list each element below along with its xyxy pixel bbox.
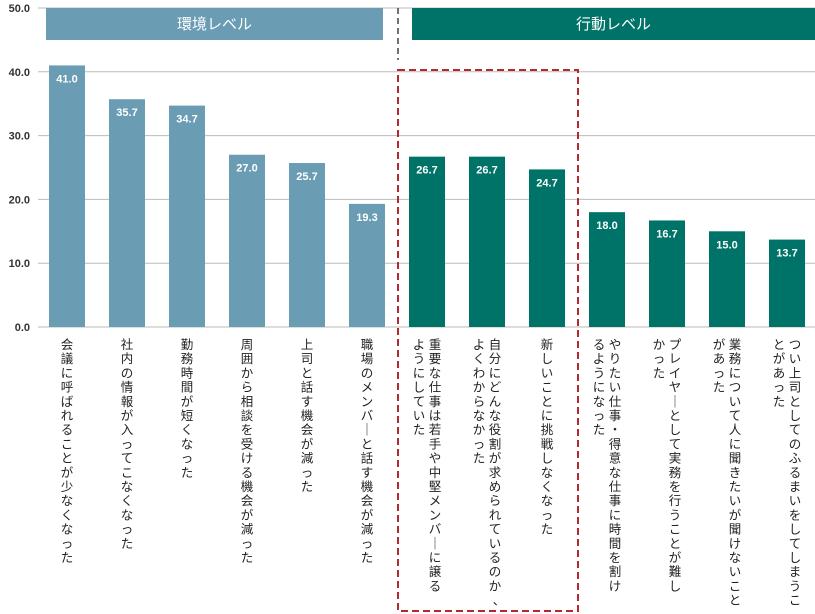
category-labels: 会議に呼ばれることが少なくなった 社内の情報が入ってこなくなった 勤務時間が短くなっ…	[61, 337, 802, 608]
value-label: 35.7	[116, 107, 137, 119]
overlays	[397, 8, 579, 612]
category-label: るようになった	[593, 337, 606, 437]
y-axis-ticks: 0.0 10.0 20.0 30.0 40.0 50.0	[9, 3, 30, 334]
group-header-2	[412, 8, 815, 40]
group-headers: 環境レベル 行動レベル	[46, 8, 815, 40]
value-label: 41.0	[56, 73, 77, 85]
bar	[49, 65, 85, 328]
value-labels: 41.0 35.7 34.7 27.0 25.7 19.3 26.7 26.7 24.7 18.0…	[56, 73, 797, 259]
category-label: とがあった	[773, 337, 786, 409]
group-header-label: 行動レベル	[576, 15, 651, 33]
bar	[529, 169, 565, 327]
value-label: 13.7	[776, 248, 797, 260]
category-label: 自分にどんな役割が求められているのか、	[489, 337, 506, 608]
bar	[229, 154, 265, 327]
category-label: 社内の情報が入ってこなくなった	[121, 337, 134, 551]
category-label: よくわからなかった	[473, 337, 486, 466]
y-tick-label: 10.0	[9, 258, 30, 270]
category-label: 重要な仕事は若手や中堅メンバ｜に譲る	[429, 337, 442, 593]
category-label: ようにしていた	[413, 337, 426, 437]
bar	[289, 163, 325, 327]
value-label: 16.7	[656, 228, 677, 240]
value-label: 19.3	[356, 212, 377, 224]
y-tick-label: 0.0	[15, 322, 30, 334]
category-label: プレイヤ｜として実務を行うことが難し	[669, 337, 682, 593]
category-label: やりたい仕事・得意な仕事に時間を割け	[609, 337, 622, 593]
y-tick-label: 50.0	[9, 3, 30, 15]
category-label: 勤務時間が短くなった	[181, 337, 194, 480]
category-label: かった	[653, 337, 666, 380]
category-label: 会議に呼ばれることが少なくなった	[61, 337, 74, 565]
category-label: 新しいことに挑戦しなくなった	[541, 337, 554, 537]
value-label: 34.7	[176, 114, 197, 126]
category-label: 業務について人に聞きたいが聞けないこと	[729, 337, 742, 608]
value-label: 27.0	[236, 163, 257, 175]
value-label: 24.7	[536, 177, 557, 189]
value-label: 26.7	[476, 165, 497, 177]
value-label: 25.7	[296, 171, 317, 183]
bar	[649, 220, 685, 327]
group-header-1	[46, 8, 383, 40]
value-label: 26.7	[416, 165, 437, 177]
y-tick-label: 40.0	[9, 67, 30, 79]
category-label: つい上司としてのふるまいをしてしまうこ	[789, 337, 802, 608]
category-label: 職場のメンバ｜と話す機会が減った	[361, 337, 374, 565]
bar	[409, 156, 445, 327]
group-header-label: 環境レベル	[177, 15, 252, 33]
bar	[709, 231, 745, 327]
bars	[49, 65, 805, 328]
bar	[769, 239, 805, 327]
category-label: があった	[713, 337, 726, 395]
bar	[589, 212, 625, 327]
category-label: 周囲から相談を受ける機会が減った	[241, 337, 254, 565]
bar	[109, 99, 145, 327]
value-label: 18.0	[596, 220, 617, 232]
y-tick-label: 30.0	[9, 131, 30, 143]
bar	[349, 203, 385, 327]
bar	[469, 156, 505, 327]
category-label: 上司と話す機会が減った	[301, 337, 314, 494]
highlight-box	[397, 69, 579, 612]
bar	[169, 105, 205, 327]
value-label: 15.0	[716, 239, 737, 251]
y-tick-label: 20.0	[9, 194, 30, 206]
